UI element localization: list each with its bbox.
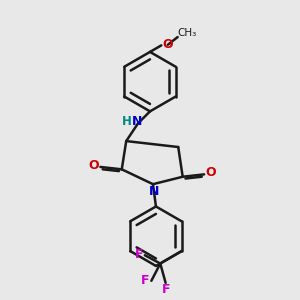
Text: N: N bbox=[148, 185, 159, 198]
Text: F: F bbox=[141, 274, 150, 287]
Text: H: H bbox=[122, 115, 132, 128]
Text: CH₃: CH₃ bbox=[177, 28, 196, 38]
Text: F: F bbox=[135, 248, 143, 260]
Text: N: N bbox=[131, 115, 142, 128]
Text: F: F bbox=[162, 283, 170, 296]
Text: O: O bbox=[205, 166, 216, 179]
Text: O: O bbox=[163, 38, 173, 51]
Text: O: O bbox=[88, 159, 99, 172]
